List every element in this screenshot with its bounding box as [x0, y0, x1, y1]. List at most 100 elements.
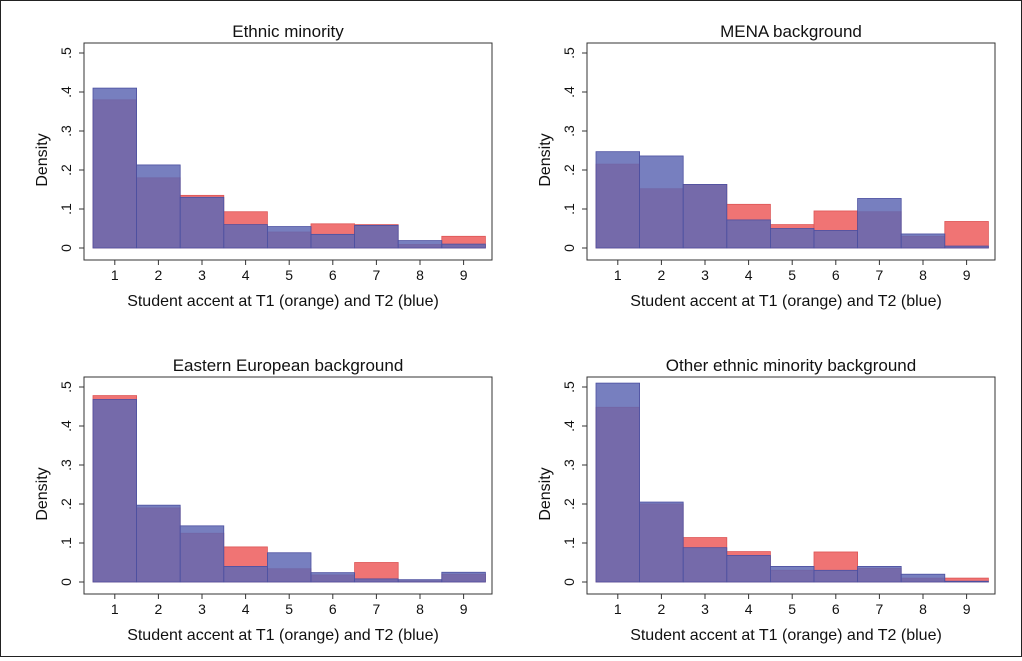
t2-bar — [310, 233, 355, 249]
x-axis-label: Student accent at T1 (orange) and T2 (bl… — [127, 293, 439, 310]
x-axis-label: Student accent at T1 (orange) and T2 (bl… — [630, 293, 942, 310]
y-tick-label: .5 — [58, 47, 74, 59]
y-tick-label: 0 — [561, 244, 577, 252]
t2-bar — [266, 226, 312, 249]
y-tick-label: .4 — [58, 420, 74, 432]
plot-area — [83, 376, 493, 595]
y-tick-label: .3 — [58, 459, 74, 471]
chart-title: Other ethnic minority background — [666, 356, 916, 375]
t2-bar — [354, 578, 399, 583]
x-tick-label: 8 — [919, 601, 927, 617]
t2-bar — [441, 571, 486, 583]
x-tick-label: 7 — [373, 601, 381, 617]
t2-bar — [136, 164, 181, 249]
x-tick-label: 6 — [832, 267, 840, 283]
x-tick-label: 8 — [416, 601, 424, 617]
x-tick-label: 3 — [701, 601, 709, 617]
y-tick-label: .2 — [561, 164, 577, 176]
t2-bar — [92, 399, 137, 583]
x-tick-label: 8 — [416, 267, 424, 283]
t2-bar — [441, 243, 486, 249]
t2-bar — [639, 501, 684, 583]
x-tick-label: 1 — [614, 601, 622, 617]
x-tick-label: 1 — [614, 267, 622, 283]
panel-1: Ethnic minority Density Student accent at … — [34, 22, 493, 310]
t2-bar — [266, 552, 312, 583]
x-tick-label: 4 — [242, 267, 250, 283]
t2-bar — [397, 579, 443, 583]
t2-bar — [92, 87, 137, 249]
y-tick-label: .1 — [58, 537, 74, 549]
x-tick-label: 6 — [329, 601, 337, 617]
x-tick-label: 7 — [876, 601, 884, 617]
y-tick-label: .3 — [58, 125, 74, 137]
t2-bar — [310, 572, 355, 583]
x-tick-label: 2 — [155, 267, 163, 283]
t2-bar — [223, 224, 268, 249]
t2-bar — [944, 580, 989, 583]
t2-bar — [900, 573, 946, 583]
x-tick-label: 2 — [155, 601, 163, 617]
x-tick-label: 9 — [963, 601, 971, 617]
panel-2: MENA background Density Student accent at … — [537, 22, 996, 310]
t2-bar — [770, 228, 815, 249]
x-tick-label: 5 — [285, 267, 293, 283]
t2-bar — [726, 219, 771, 249]
y-tick-label: .1 — [58, 203, 74, 215]
plot-area — [586, 376, 996, 595]
t2-bar — [223, 566, 268, 583]
y-tick-label: .1 — [561, 203, 577, 215]
x-tick-label: 5 — [788, 267, 796, 283]
chart-title: MENA background — [720, 22, 862, 41]
t2-bar — [682, 184, 728, 249]
y-tick-label: 0 — [58, 578, 74, 586]
t2-bar — [857, 566, 902, 583]
y-axis-label: Density — [537, 467, 554, 520]
y-tick-label: .5 — [58, 381, 74, 393]
t2-bar — [813, 569, 858, 583]
plot-area — [83, 42, 493, 261]
x-tick-label: 1 — [111, 267, 119, 283]
x-tick-label: 7 — [876, 267, 884, 283]
t2-bar — [682, 547, 728, 583]
y-tick-label: .2 — [58, 498, 74, 510]
x-tick-label: 4 — [745, 267, 753, 283]
x-tick-label: 8 — [919, 267, 927, 283]
chart-title: Ethnic minority — [232, 22, 344, 41]
x-tick-label: 9 — [963, 267, 971, 283]
t2-bar — [595, 382, 640, 583]
x-tick-label: 4 — [242, 601, 250, 617]
x-tick-label: 6 — [832, 601, 840, 617]
y-tick-label: 0 — [58, 244, 74, 252]
t2-bar — [813, 230, 858, 249]
t2-bar — [136, 504, 181, 583]
t2-bar — [726, 555, 771, 583]
t2-bar — [900, 233, 946, 249]
panel-4: Other ethnic minority background Density S… — [537, 356, 996, 644]
x-tick-label: 3 — [701, 267, 709, 283]
x-tick-label: 5 — [788, 601, 796, 617]
x-axis-label: Student accent at T1 (orange) and T2 (bl… — [630, 627, 942, 644]
y-tick-label: .2 — [561, 498, 577, 510]
y-axis-label: Density — [34, 133, 51, 186]
t2-bar — [770, 566, 815, 583]
y-tick-label: .5 — [561, 381, 577, 393]
y-axis-label: Density — [34, 467, 51, 520]
x-tick-label: 3 — [198, 267, 206, 283]
x-tick-label: 3 — [198, 601, 206, 617]
x-tick-label: 9 — [460, 601, 468, 617]
x-tick-label: 4 — [745, 601, 753, 617]
t2-bar — [595, 151, 640, 249]
y-tick-label: .5 — [561, 47, 577, 59]
y-tick-label: .4 — [561, 420, 577, 432]
t2-bar — [639, 155, 684, 249]
t2-bar — [397, 240, 443, 249]
plot-area — [586, 42, 996, 261]
x-tick-label: 6 — [329, 267, 337, 283]
x-tick-label: 5 — [285, 601, 293, 617]
y-tick-label: 0 — [561, 578, 577, 586]
t2-bar — [354, 224, 399, 249]
y-axis-label: Density — [537, 133, 554, 186]
y-tick-label: .3 — [561, 125, 577, 137]
